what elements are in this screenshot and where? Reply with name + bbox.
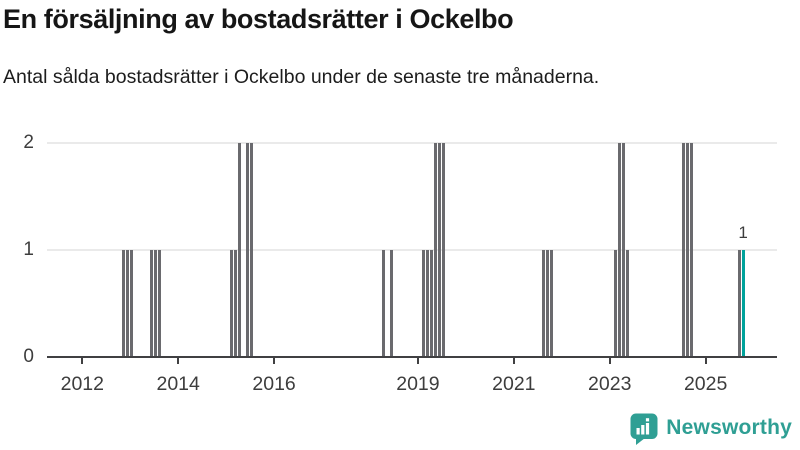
x-axis-tick-2016 (273, 358, 276, 364)
x-axis-tick-2023 (608, 358, 611, 364)
bar-2024-07 (681, 143, 685, 357)
x-axis-label-2023: 2023 (588, 373, 632, 395)
x-axis-label-2019: 2019 (396, 373, 440, 395)
page-subtitle: Antal sålda bostadsrätter i Ockelbo unde… (3, 66, 600, 88)
bar-2013-01 (130, 250, 134, 357)
bar-2015-04 (238, 143, 242, 357)
bar-2024-09 (689, 143, 693, 357)
bar-2015-06 (246, 143, 250, 357)
bar-2019-05 (433, 143, 438, 357)
bar-2024-08 (685, 143, 689, 357)
bar-2019-02 (421, 250, 426, 357)
gridline-y-1 (47, 249, 777, 251)
x-axis-tick-2021 (512, 358, 515, 364)
bar-2012-12 (126, 250, 130, 357)
x-axis-label-2025: 2025 (683, 373, 728, 395)
y-axis-label-1: 1 (23, 239, 34, 260)
latest-value-label: 1 (738, 223, 748, 242)
x-axis-tick-2025 (704, 358, 707, 364)
bar-2018-04 (381, 250, 386, 357)
x-axis-label-2021: 2021 (492, 373, 536, 395)
bar-2023-03 (617, 143, 621, 357)
x-axis-tick-2014 (177, 358, 180, 364)
bar-2018-06 (389, 250, 394, 357)
bar-2021-10 (549, 250, 553, 357)
y-axis-label-2: 2 (23, 132, 34, 154)
bar-2019-06 (437, 143, 442, 357)
bar-2012-11 (122, 250, 126, 357)
page-title: En försäljning av bostadsrätter i Ockelb… (3, 4, 514, 34)
bar-2023-02 (613, 250, 617, 357)
gridline-y-2 (47, 142, 777, 145)
x-axis-label-2012: 2012 (60, 373, 104, 395)
bar-2015-02 (230, 250, 234, 357)
bar-2021-08 (541, 250, 545, 357)
x-axis-label-2014: 2014 (156, 373, 200, 395)
x-axis-line (47, 355, 777, 358)
bar-2019-04 (429, 250, 434, 357)
bar-2023-05 (625, 250, 629, 357)
bar-highlight-2025-10 (741, 250, 745, 357)
y-axis-label-0: 0 (23, 345, 34, 367)
bar-2013-07 (154, 250, 158, 357)
bar-2019-03 (425, 250, 430, 357)
x-axis-tick-2012 (81, 358, 84, 364)
bar-2019-07 (441, 143, 446, 357)
bar-2023-04 (621, 143, 625, 357)
newsworthy-bubble-chart-icon (630, 413, 658, 445)
bar-2013-06 (150, 250, 154, 357)
x-axis-label-2016: 2016 (252, 373, 296, 395)
bar-2021-09 (545, 250, 549, 357)
newsworthy-wordmark: Newsworthy (666, 416, 792, 439)
bar-2025-09 (737, 250, 741, 357)
bar-2015-07 (250, 143, 254, 357)
bar-2015-03 (234, 250, 238, 357)
bar-2013-08 (158, 250, 162, 357)
newsworthy-logo: Newsworthy (629, 411, 792, 445)
x-axis-tick-2019 (416, 358, 419, 364)
